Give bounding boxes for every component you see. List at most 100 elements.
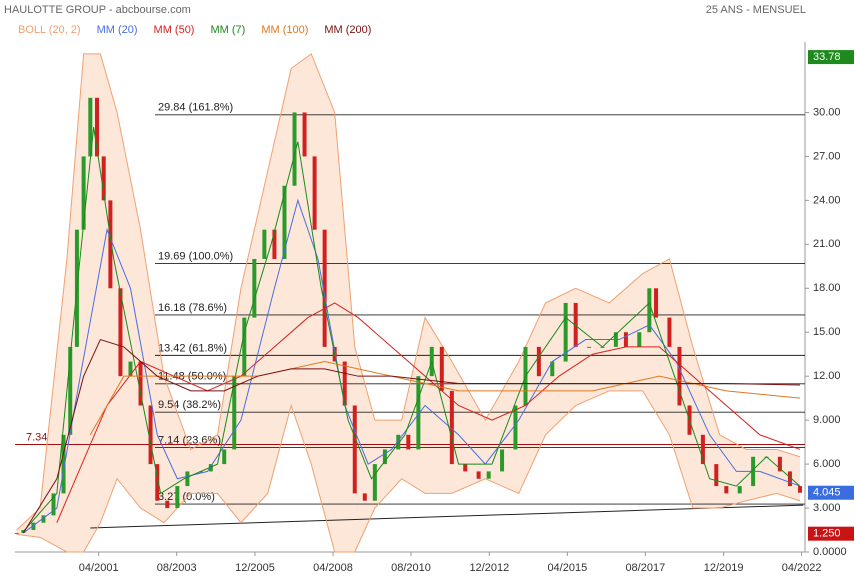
price-bar (563, 302, 568, 362)
bollinger-upper (16, 53, 801, 531)
price-bar (500, 449, 505, 472)
fibonacci-label: 7.14 (23.6%) (158, 434, 221, 446)
price-bar (21, 530, 26, 533)
x-tick-label: 08/2010 (391, 562, 431, 574)
x-tick-label: 12/2012 (469, 562, 509, 574)
price-bar (573, 302, 578, 347)
price-bar (439, 346, 444, 391)
price-bar (165, 500, 170, 509)
price-bar (128, 361, 133, 377)
price-badge-label: 1.250 (813, 528, 841, 540)
y-tick-label: 9.000 (813, 414, 841, 426)
price-bar (208, 464, 213, 472)
legend-entry: MM (200) (324, 24, 371, 36)
y-tick-label: 3.000 (813, 502, 841, 514)
price-bar (777, 456, 782, 472)
price-bar (312, 156, 317, 230)
fibonacci-label: 13.42 (61.8%) (158, 342, 227, 354)
bollinger-band (16, 53, 800, 552)
price-bar (654, 288, 659, 318)
price-bar (647, 288, 652, 333)
moving-average (56, 302, 801, 523)
price-bar (476, 471, 481, 479)
x-tick-label: 04/2015 (547, 562, 587, 574)
price-bar (51, 493, 56, 516)
price-bar (342, 361, 347, 406)
price-bar (118, 288, 123, 377)
price-badge-label: 33.78 (813, 51, 841, 63)
x-tick-label: 04/2001 (79, 562, 119, 574)
price-bar (700, 434, 705, 465)
price-bar (262, 229, 267, 259)
y-tick-label: 18.00 (813, 282, 841, 294)
y-tick-label: 24.00 (813, 194, 841, 206)
price-bar (242, 317, 247, 377)
price-bar (322, 229, 327, 347)
y-tick-label: 15.00 (813, 326, 841, 338)
price-bar (362, 493, 367, 501)
price-bar (372, 464, 377, 501)
y-tick-label: 27.00 (813, 150, 841, 162)
price-bar (382, 449, 387, 465)
y-tick-label: 21.00 (813, 238, 841, 250)
price-bar (550, 361, 555, 377)
price-bar (138, 361, 143, 406)
fibonacci-label: 11.48 (50.0%) (158, 371, 226, 383)
x-tick-label: 04/2008 (313, 562, 353, 574)
legend-entry: BOLL (20, 2) (18, 24, 81, 36)
x-tick-label: 08/2017 (625, 562, 665, 574)
fibonacci-label: 3.27 (0.0%) (158, 491, 215, 503)
fibonacci-label: 9.54 (38.2%) (158, 399, 221, 411)
price-bar (41, 515, 46, 523)
price-bar (185, 471, 190, 487)
reference-label: 7.34 (26, 431, 47, 443)
price-bar (714, 464, 719, 487)
price-bar (81, 156, 86, 230)
legend-entry: MM (7) (210, 24, 245, 36)
price-bar (108, 200, 113, 289)
price-bar (232, 376, 237, 450)
fibonacci-label: 16.18 (78.6%) (158, 302, 227, 314)
price-bar (292, 112, 297, 186)
price-bar (31, 522, 36, 531)
price-bar (272, 229, 277, 259)
legend-entry: MM (20) (97, 24, 138, 36)
price-badge-label: 4.045 (813, 487, 841, 499)
price-bar (677, 346, 682, 406)
price-bar (88, 97, 93, 157)
price-bar (396, 434, 401, 450)
legend-entry: MM (50) (154, 24, 195, 36)
price-bar (737, 486, 742, 494)
chart-subtitle: 25 ANS - MENSUEL (706, 4, 806, 16)
price-bar (175, 486, 180, 509)
price-bar (416, 376, 421, 450)
x-tick-label: 12/2019 (704, 562, 744, 574)
price-bar (95, 97, 100, 157)
fibonacci-label: 19.69 (100.0%) (158, 250, 233, 262)
price-bar (252, 258, 257, 318)
legend-entry: MM (100) (261, 24, 308, 36)
price-bar (222, 449, 227, 465)
y-tick-label: 0.0000 (813, 546, 847, 558)
price-badge (808, 485, 854, 500)
moving-average (22, 127, 801, 532)
price-bar (61, 434, 66, 494)
price-bar (406, 434, 411, 450)
y-tick-label: 6.000 (813, 458, 841, 470)
fibonacci-label: 29.84 (161.8%) (158, 102, 233, 114)
bollinger-lower (16, 390, 801, 553)
price-bar (352, 405, 357, 494)
y-tick-label: 12.00 (813, 370, 841, 382)
price-bar (513, 405, 518, 450)
x-tick-label: 12/2005 (235, 562, 275, 574)
moving-average (89, 361, 801, 436)
price-bar (667, 317, 672, 347)
y-tick-label: 30.00 (813, 106, 841, 118)
trendline (90, 504, 804, 529)
price-bar (282, 185, 287, 259)
price-bar (587, 346, 592, 348)
x-tick-label: 08/2003 (157, 562, 197, 574)
price-bar (302, 112, 307, 157)
price-bar (101, 156, 106, 201)
price-bar (623, 332, 628, 347)
